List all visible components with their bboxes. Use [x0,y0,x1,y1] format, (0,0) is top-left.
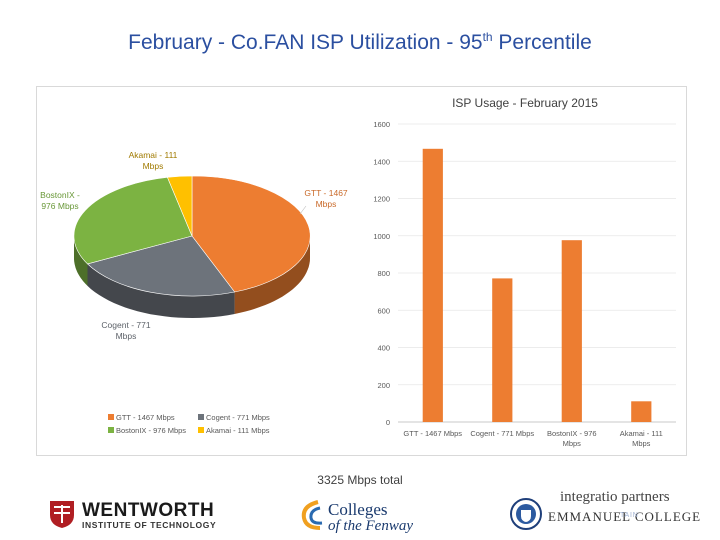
pie-slice-1 [86,235,236,297]
bar-ytick-6: 1200 [373,195,390,204]
colleges-logo-line1: Colleges [328,500,388,519]
pie-label-1-1: Mbps [116,331,137,341]
bar-ytick-8: 1600 [373,120,390,129]
bar-ytick-2: 400 [377,344,390,353]
bar-ytick-1: 200 [377,381,390,390]
bar-2 [561,240,582,422]
bar-xtick-2-1: Mbps [563,439,582,448]
bar-1 [492,278,513,422]
pie-legend-swatch-0 [108,414,114,420]
bar-xtick-2-0: BostonIX - 976 [547,429,597,438]
pie-slice-3 [166,175,193,237]
pie-slice-0 [191,175,311,293]
pie-slice-2 [73,176,193,265]
colleges-swirl-icon [301,500,323,530]
wentworth-logo-sub: INSTITUTE OF TECHNOLOGY [82,520,217,530]
wentworth-shield-icon [50,501,74,528]
bar-chart-title: ISP Usage - February 2015 [452,96,598,110]
pie-legend-swatch-2 [108,427,114,433]
bar-ytick-5: 1000 [373,232,390,241]
pie-side-1 [87,263,235,318]
pie-legend-label-2: BostonIX - 976 Mbps [116,426,186,435]
pie-label-1-0: Cogent - 771 [101,320,150,330]
total-label: 3325 Mbps total [317,473,403,487]
pie-side-2 [74,236,88,286]
bar-xtick-3-1: Mbps [632,439,651,448]
emmanuel-seal-icon [510,498,542,530]
pie-legend-label-1: Cogent - 771 Mbps [206,413,270,422]
integration-partners-logo: integratio partners [560,489,670,505]
pie-legend-swatch-3 [198,427,204,433]
bar-xtick-0-0: GTT - 1467 Mbps [403,429,462,438]
pie-side-0 [234,236,310,314]
emmanuel-college-logo-tail: TAIN [620,512,639,519]
bar-ytick-7: 1400 [373,157,390,166]
bar-xtick-1-0: Cogent - 771 Mbps [470,429,534,438]
pie-leader-0 [299,205,307,215]
colleges-logo-line2: of the Fenway [328,518,413,534]
bar-ytick-0: 0 [386,418,390,427]
bar-0 [422,148,443,423]
wentworth-logo-name: WENTWORTH [82,500,215,521]
bar-ytick-3: 600 [377,306,390,315]
pie-label-0-0: GTT - 1467 [304,188,348,198]
pie-legend-label-0: GTT - 1467 Mbps [116,413,175,422]
emmanuel-college-logo: EMMANUEL COLLEGE [548,509,702,524]
pie-legend-label-3: Akamai - 111 Mbps [206,426,270,435]
pie-legend-swatch-1 [198,414,204,420]
pie-label-3-0: Akamai - 111 [129,150,178,160]
bar-3 [631,401,652,422]
chart-frame [36,86,687,456]
pie-label-2-0: BostonIX - [40,190,80,200]
slide-title: February - Co.FAN ISP Utilization - 95th… [128,30,592,54]
pie-label-0-1: Mbps [316,199,337,209]
pie-label-3-1: Mbps [143,161,164,171]
pie-label-2-1: 976 Mbps [41,201,78,211]
bar-ytick-4: 800 [377,269,390,278]
bar-xtick-3-0: Akamai - 111 [620,429,663,438]
